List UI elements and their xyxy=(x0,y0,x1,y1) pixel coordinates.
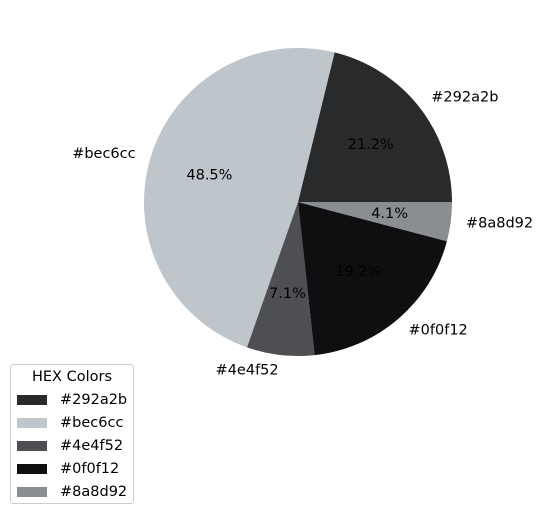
slice-percent-label: 19.2% xyxy=(335,264,381,280)
slice-percent-label: 4.1% xyxy=(371,206,408,222)
slice-label: #4e4f52 xyxy=(216,362,279,378)
slice-label: #bec6cc xyxy=(72,146,135,162)
legend-swatch xyxy=(17,441,47,451)
legend-item: #8a8d92 xyxy=(17,482,127,502)
legend-label: #0f0f12 xyxy=(60,461,119,477)
legend-swatch xyxy=(17,395,47,405)
legend-label: #8a8d92 xyxy=(60,484,127,500)
legend-item: #4e4f52 xyxy=(17,436,123,456)
legend-swatch xyxy=(17,418,47,428)
legend-item: #0f0f12 xyxy=(17,459,119,479)
slice-percent-label: 21.2% xyxy=(348,137,394,153)
slice-label: #8a8d92 xyxy=(466,216,533,232)
legend-label: #bec6cc xyxy=(60,415,123,431)
legend-label: #292a2b xyxy=(60,392,127,408)
legend: HEX Colors #292a2b #bec6cc #4e4f52 #0f0f… xyxy=(10,364,134,504)
slice-percent-label: 7.1% xyxy=(269,286,306,302)
legend-item: #292a2b xyxy=(17,390,127,410)
legend-swatch xyxy=(17,464,47,474)
slice-label: #292a2b xyxy=(431,89,498,105)
legend-label: #4e4f52 xyxy=(60,438,123,454)
legend-item: #bec6cc xyxy=(17,413,123,433)
legend-title: HEX Colors xyxy=(11,369,133,385)
slice-percent-label: 48.5% xyxy=(186,168,232,184)
legend-swatch xyxy=(17,487,47,497)
slice-label: #0f0f12 xyxy=(409,322,468,338)
